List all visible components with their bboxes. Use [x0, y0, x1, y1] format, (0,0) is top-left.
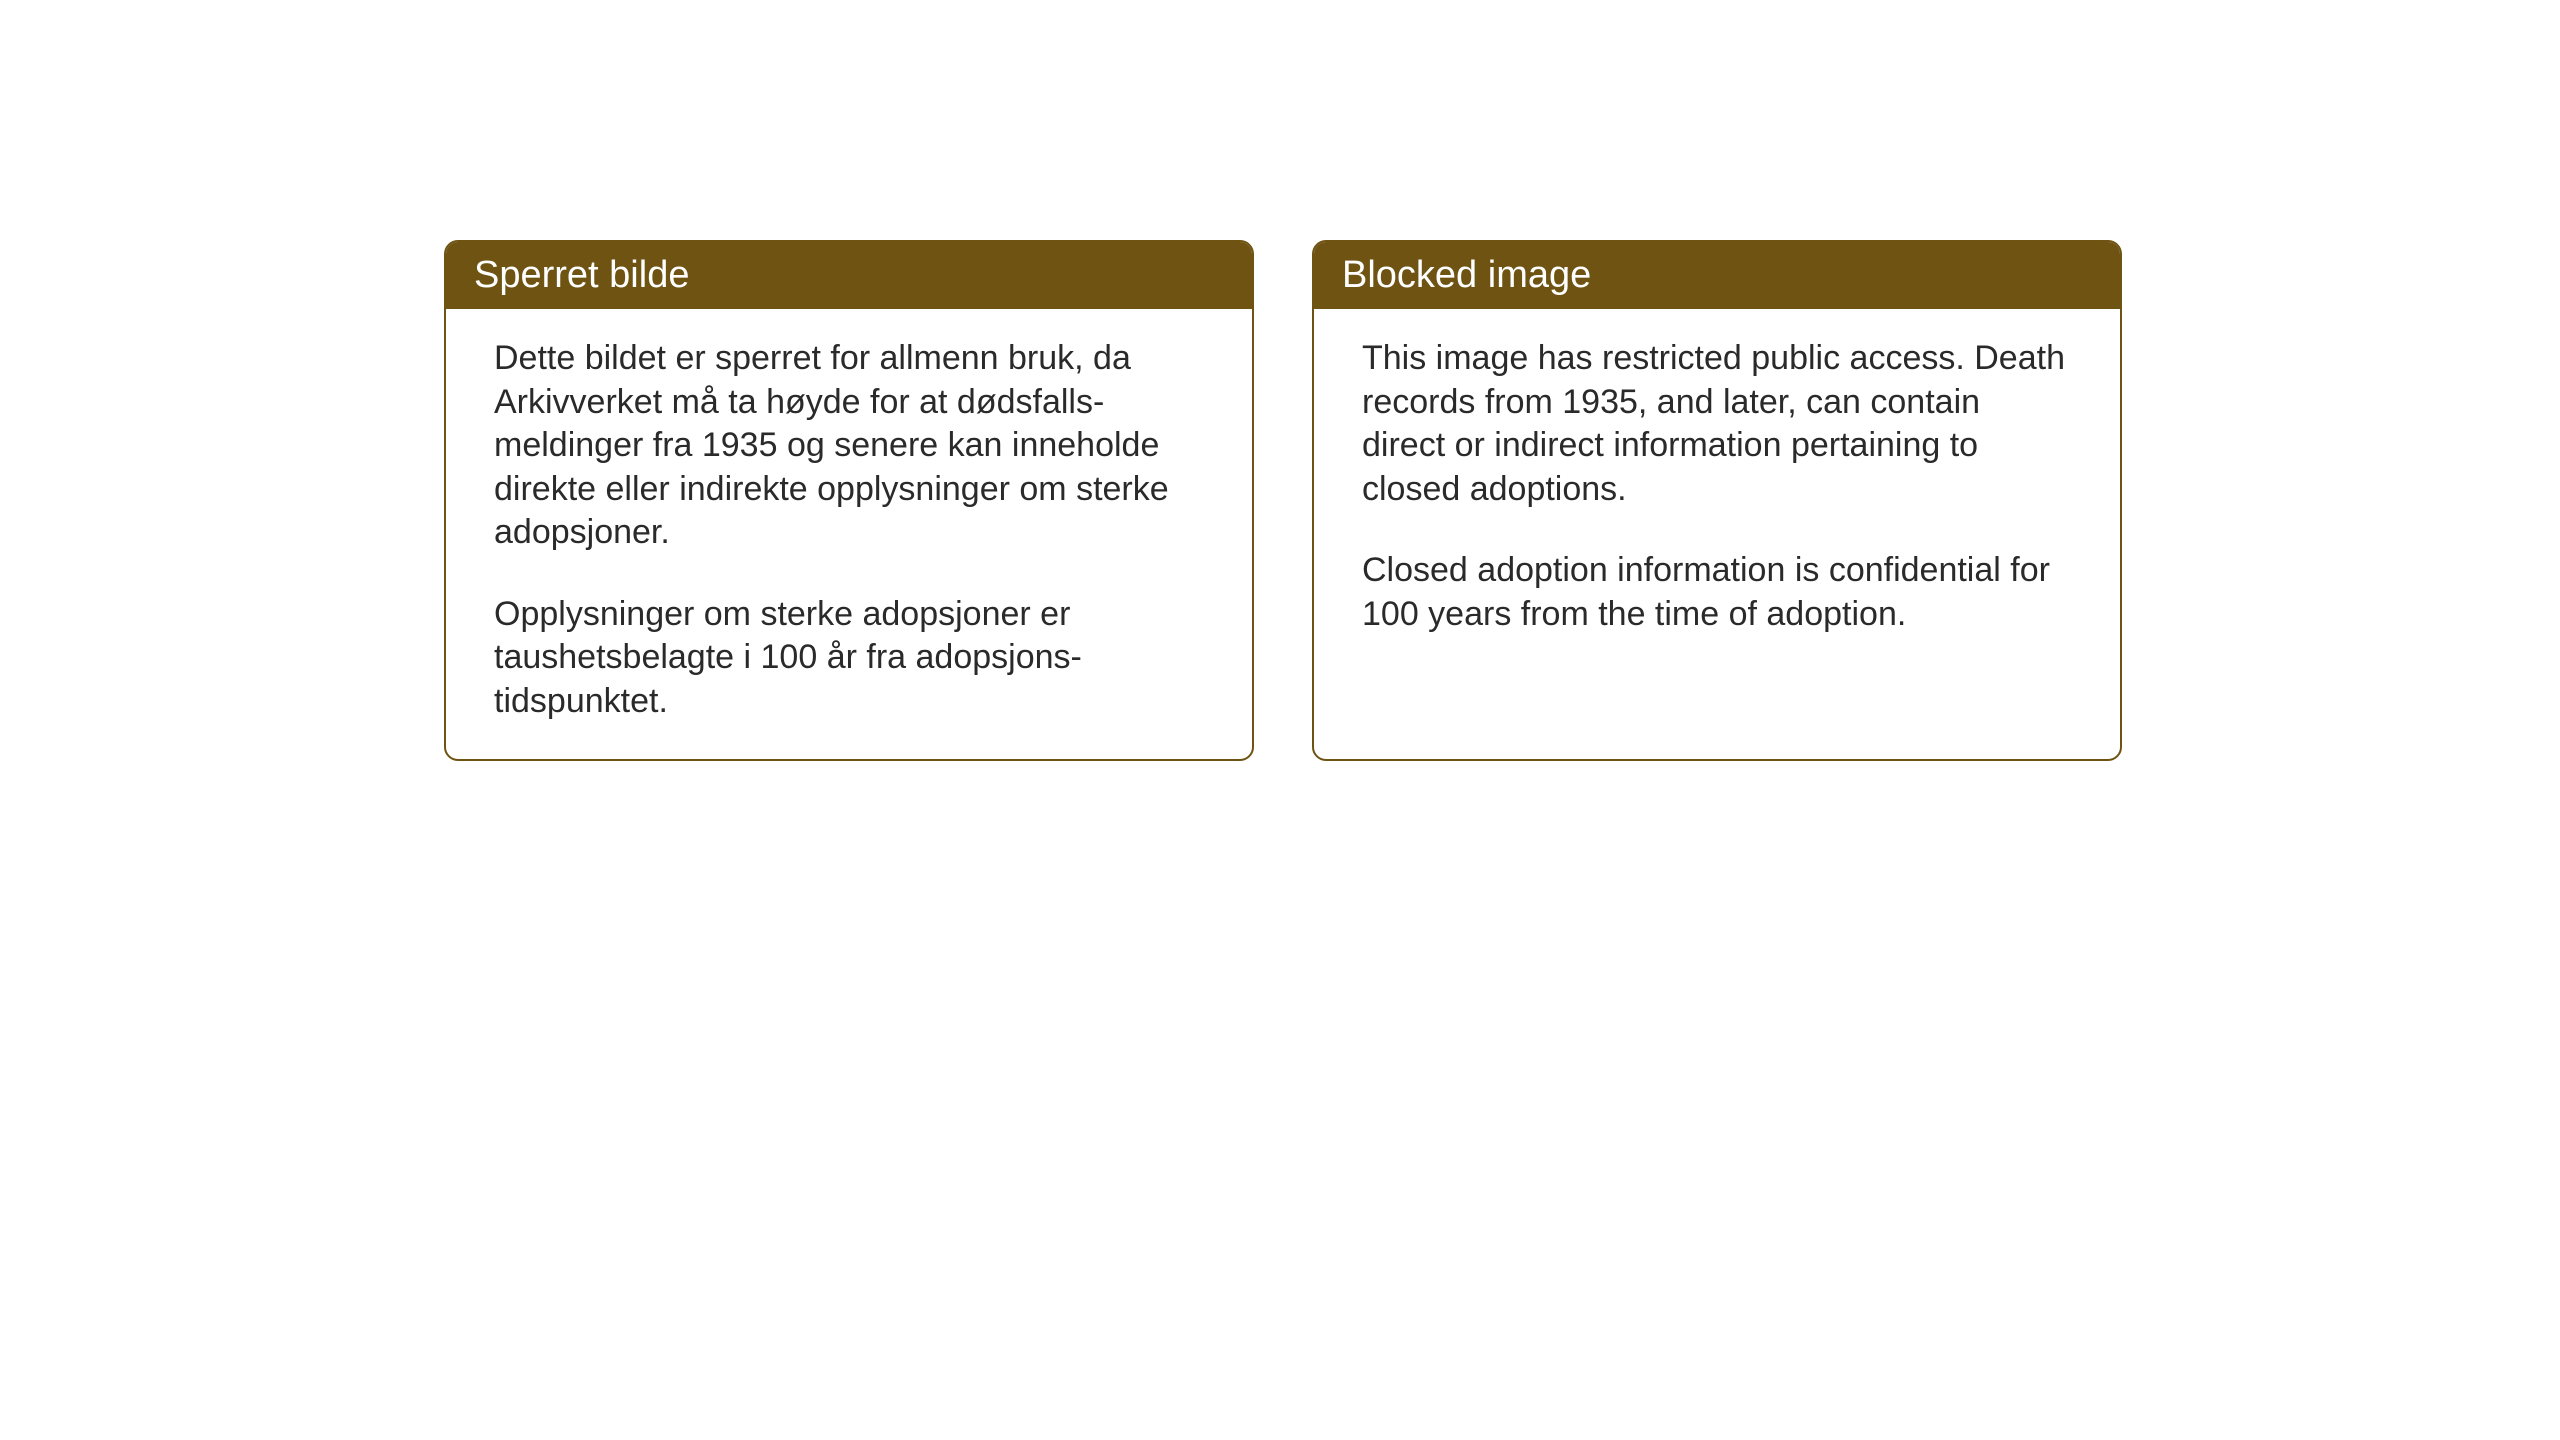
card-body-norwegian: Dette bildet er sperret for allmenn bruk… — [446, 309, 1252, 759]
card-paragraph-english-1: This image has restricted public access.… — [1362, 337, 2072, 511]
card-paragraph-norwegian-1: Dette bildet er sperret for allmenn bruk… — [494, 337, 1204, 555]
card-title-norwegian: Sperret bilde — [446, 242, 1252, 309]
notice-card-norwegian: Sperret bilde Dette bildet er sperret fo… — [444, 240, 1254, 761]
card-paragraph-english-2: Closed adoption information is confident… — [1362, 549, 2072, 636]
notice-card-english: Blocked image This image has restricted … — [1312, 240, 2122, 761]
card-title-english: Blocked image — [1314, 242, 2120, 309]
card-paragraph-norwegian-2: Opplysninger om sterke adopsjoner er tau… — [494, 593, 1204, 724]
card-body-english: This image has restricted public access.… — [1314, 309, 2120, 672]
notice-container: Sperret bilde Dette bildet er sperret fo… — [444, 240, 2122, 761]
